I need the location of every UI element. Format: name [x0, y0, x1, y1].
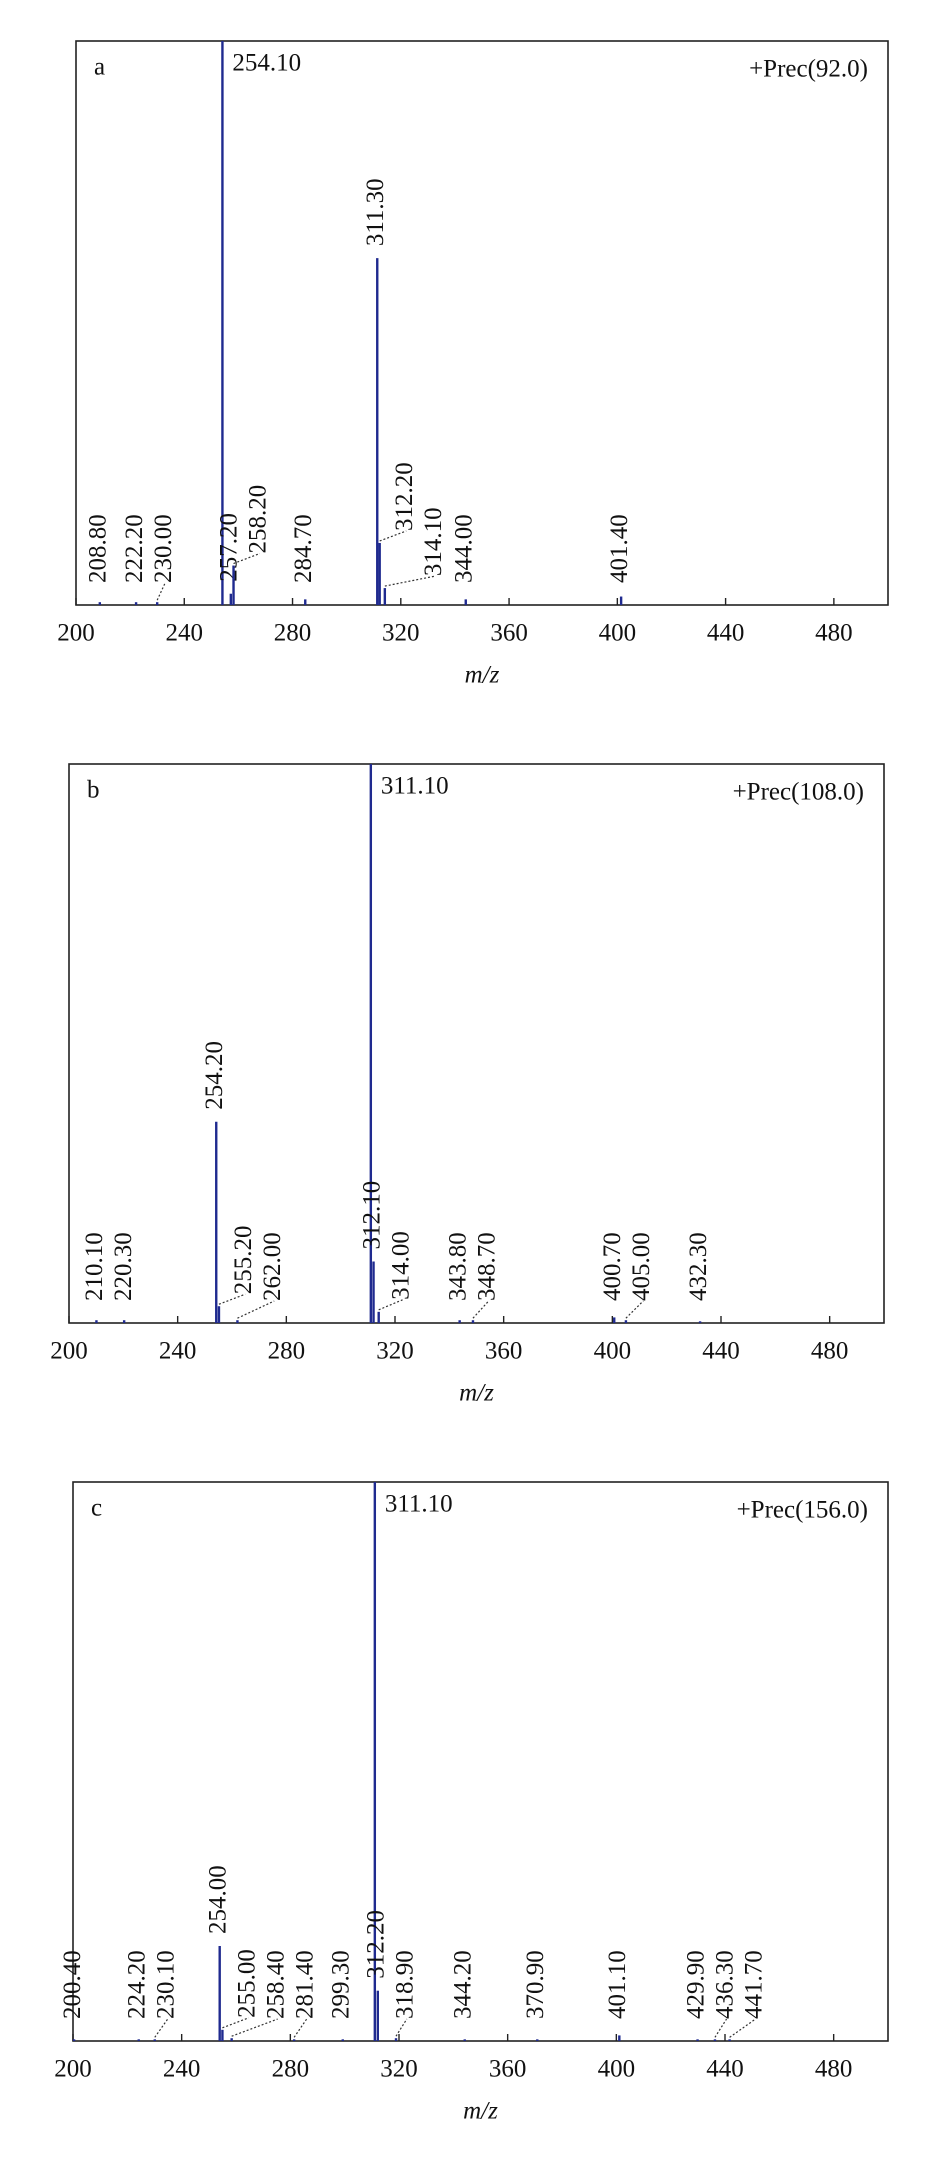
peak-label: 441.70 — [740, 1950, 767, 2019]
peak-label: 429.90 — [682, 1950, 709, 2019]
label-leader — [231, 2018, 278, 2037]
x-tick-label: 200 — [50, 1338, 88, 1365]
x-tick-label: 480 — [811, 1338, 849, 1365]
label-leader — [625, 1300, 644, 1319]
peak-label: 370.90 — [522, 1950, 549, 2019]
x-tick-label: 280 — [272, 2056, 310, 2083]
x-tick-label: 440 — [707, 620, 745, 647]
x-tick-label: 440 — [702, 1338, 740, 1365]
peak-label: 255.20 — [230, 1225, 257, 1294]
x-tick-label: 240 — [163, 2056, 201, 2083]
label-leader — [472, 1300, 490, 1319]
x-tick-label: 320 — [382, 620, 420, 647]
peak-label: 262.00 — [259, 1232, 286, 1301]
peak-label: 254.10 — [232, 50, 301, 77]
x-tick-label: 360 — [490, 620, 528, 647]
peak-label: 224.20 — [123, 1950, 150, 2019]
label-leader — [156, 582, 166, 601]
label-leader — [218, 1293, 246, 1305]
peak-label: 314.00 — [387, 1231, 414, 1300]
label-leader — [384, 575, 436, 587]
peak-label: 281.40 — [291, 1950, 318, 2019]
peak-label: 258.20 — [245, 485, 272, 554]
x-tick-label: 320 — [380, 2056, 418, 2083]
label-leader — [729, 2018, 756, 2038]
x-tick-label: 440 — [706, 2056, 744, 2083]
peak-label: 401.40 — [606, 514, 633, 583]
label-leader — [293, 2018, 308, 2038]
peak-label: 312.10 — [358, 1181, 385, 1250]
peak-label: 405.00 — [628, 1232, 655, 1301]
plot-frame — [72, 1481, 889, 2042]
peak-label: 220.30 — [110, 1232, 137, 1301]
label-leader — [222, 2017, 249, 2029]
label-leader — [378, 1299, 403, 1311]
peak-label: 230.00 — [150, 514, 177, 583]
x-tick-label: 280 — [274, 620, 312, 647]
x-tick-label: 400 — [599, 620, 637, 647]
plot-frame — [68, 763, 885, 1324]
x-tick-label: 240 — [159, 1338, 197, 1365]
peak-label: 318.90 — [392, 1950, 419, 2019]
peak-label: 222.20 — [121, 514, 148, 583]
peak-label: 343.80 — [444, 1232, 471, 1301]
peak-label: 312.20 — [363, 1910, 390, 1979]
x-tick-label: 320 — [376, 1338, 414, 1365]
peak-label: 254.20 — [201, 1041, 228, 1110]
peak-label: 436.30 — [711, 1950, 738, 2019]
precursor-annotation: +Prec(156.0) — [737, 1497, 868, 1524]
peak-label: 258.40 — [262, 1950, 289, 2019]
peak-label: 208.80 — [85, 514, 112, 583]
peak-label: 255.00 — [233, 1949, 260, 2018]
x-tick-label: 360 — [489, 2056, 527, 2083]
peak-label: 344.20 — [449, 1950, 476, 2019]
peak-label: 299.30 — [327, 1950, 354, 2019]
peak-label: 230.10 — [152, 1950, 179, 2019]
peak-label: 401.10 — [604, 1950, 631, 2019]
peak-label: 210.10 — [81, 1232, 108, 1301]
x-axis-label: m/z — [463, 2098, 498, 2125]
x-tick-label: 360 — [485, 1338, 523, 1365]
x-tick-label: 280 — [268, 1338, 306, 1365]
peak-label: 311.30 — [362, 178, 389, 246]
peak-label: 400.70 — [599, 1232, 626, 1301]
precursor-annotation: +Prec(108.0) — [733, 779, 864, 806]
peak-label: 200.40 — [59, 1950, 86, 2019]
x-tick-label: 400 — [594, 1338, 632, 1365]
x-tick-label: 480 — [815, 620, 853, 647]
label-leader — [154, 2018, 169, 2038]
panel-label: b — [87, 777, 100, 804]
peak-label: 257.20 — [216, 513, 243, 582]
label-leader — [237, 1300, 275, 1319]
x-tick-label: 400 — [598, 2056, 636, 2083]
panel-label: c — [91, 1495, 102, 1522]
precursor-annotation: +Prec(92.0) — [749, 56, 868, 83]
peak-label: 311.10 — [385, 1491, 453, 1518]
peak-label: 344.00 — [450, 514, 477, 583]
x-tick-label: 200 — [54, 2056, 92, 2083]
panel-label: a — [94, 54, 105, 81]
x-tick-label: 240 — [166, 620, 204, 647]
x-axis-label: m/z — [459, 1380, 494, 1407]
label-leader — [395, 2018, 408, 2037]
plot-frame — [75, 40, 889, 606]
peak-label: 311.10 — [381, 773, 449, 800]
x-tick-label: 480 — [815, 2056, 853, 2083]
peak-label: 314.10 — [420, 507, 447, 576]
peak-label: 312.20 — [391, 462, 418, 531]
x-axis-label: m/z — [465, 662, 500, 689]
peak-label: 348.70 — [473, 1232, 500, 1301]
label-leader — [379, 530, 407, 542]
x-tick-label: 200 — [57, 620, 95, 647]
label-leader — [233, 552, 261, 565]
peak-label: 284.70 — [290, 514, 317, 583]
peak-label: 432.30 — [685, 1232, 712, 1301]
peak-label: 254.00 — [204, 1865, 231, 1934]
